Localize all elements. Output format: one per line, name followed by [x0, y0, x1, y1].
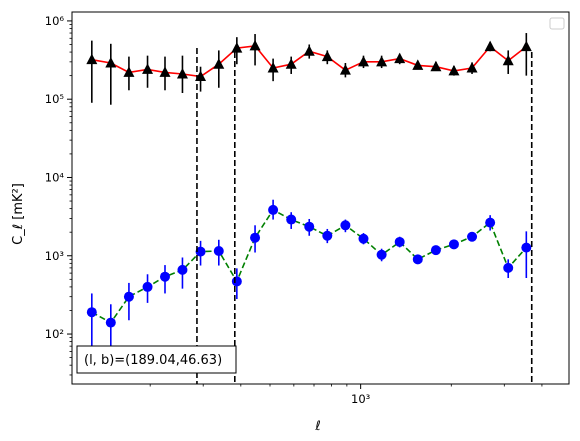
- series-0-point: [105, 57, 117, 68]
- series-1-point: [521, 242, 532, 253]
- series-1-point: [286, 214, 297, 225]
- series-1-point: [231, 276, 242, 287]
- x-axis-label: ℓ: [314, 419, 320, 434]
- series-1-point: [213, 246, 224, 257]
- y-axis-label: C_ℓ [mK²]: [11, 183, 26, 245]
- y-tick-label: 10⁶: [45, 14, 65, 28]
- vertical-lines-layer: [196, 48, 533, 384]
- annotation-box: [76, 345, 237, 374]
- series-0-point: [430, 60, 442, 72]
- series-1-point: [376, 249, 387, 260]
- series-1-point: [159, 271, 170, 282]
- series-0-point: [285, 58, 297, 69]
- series-0-point: [123, 66, 135, 77]
- series-0-point: [357, 55, 369, 67]
- series-1-point: [412, 254, 423, 265]
- series-1-point: [503, 262, 514, 273]
- series-0-point: [412, 59, 424, 70]
- series-0-point: [213, 58, 225, 69]
- series-1-point: [394, 236, 405, 247]
- series-1-point: [340, 220, 351, 231]
- series-1-point: [86, 307, 97, 318]
- series-0-point: [321, 50, 333, 62]
- plot-frame: [71, 11, 570, 385]
- legend-box: [549, 17, 565, 30]
- series-0-point: [520, 40, 532, 52]
- y-tick-label: 10²: [45, 327, 64, 341]
- series-0-point: [159, 66, 171, 77]
- y-tick-label: 10⁴: [45, 170, 65, 184]
- series-0-point: [502, 54, 514, 66]
- series-1-point: [358, 233, 369, 244]
- series-1-point: [142, 281, 153, 292]
- series-0-point: [394, 52, 406, 64]
- series-0-point: [303, 45, 315, 56]
- series-1-point: [105, 317, 116, 328]
- series-0-point: [86, 53, 98, 65]
- series-0-point: [231, 42, 243, 53]
- series-1-point: [430, 245, 441, 256]
- series-layer: [86, 33, 532, 352]
- annotation-text: (l, b)=(189.04,46.63): [84, 353, 222, 368]
- series-0-point: [339, 64, 351, 75]
- series-0-point: [142, 63, 154, 74]
- series-1-point: [448, 239, 459, 250]
- series-1-point: [195, 246, 206, 257]
- series-0-point: [376, 55, 388, 67]
- series-0-point: [267, 62, 279, 73]
- series-0-point: [176, 67, 188, 79]
- series-0-point: [448, 64, 460, 76]
- series-1-point: [467, 231, 478, 242]
- axes-layer: 10² 10³ 10⁴ 10⁵ 10⁶ 10³: [45, 14, 543, 406]
- series-1-point: [304, 221, 315, 232]
- series-1-point: [123, 291, 134, 302]
- series-0-point: [466, 62, 478, 73]
- series-1-point: [177, 264, 188, 275]
- y-tick-label: 10³: [45, 249, 65, 263]
- y-tick-label: 10⁵: [45, 92, 65, 106]
- series-1-point: [485, 217, 496, 228]
- series-0-point: [484, 40, 496, 52]
- series-1-point: [268, 204, 279, 215]
- series-1-point: [250, 232, 261, 243]
- series-0-point: [195, 70, 207, 81]
- x-tick-label: 10³: [351, 392, 371, 406]
- series-0-point: [249, 39, 261, 51]
- series-1-point: [322, 230, 333, 241]
